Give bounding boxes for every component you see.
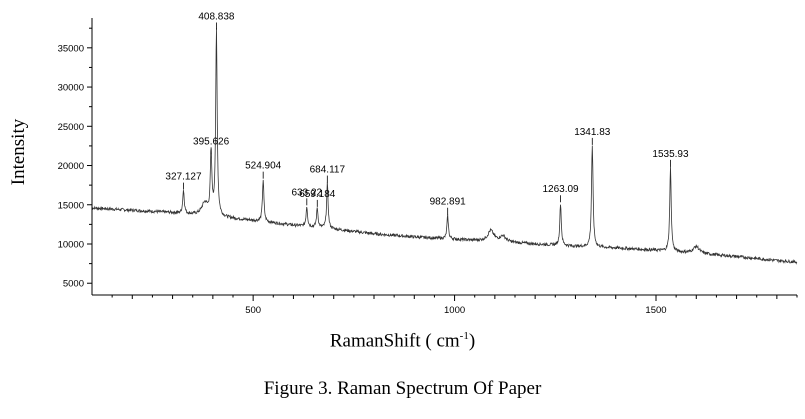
x-tick-label: 500: [245, 305, 261, 316]
y-tick-label: 30000: [58, 83, 84, 94]
peak-label: 408.838: [198, 12, 235, 23]
peak-label: 1341.83: [574, 127, 611, 138]
x-axis-title-unit-exponent: -1: [459, 330, 469, 342]
peak-label: 633.22: [292, 187, 323, 198]
y-tick-label: 20000: [58, 161, 84, 172]
peak-labels: 327.127 395.626 408.838 524.904 633.22659.18…: [165, 12, 689, 215]
x-tick-label: 1000: [444, 305, 465, 316]
peak-label: 659.184: [299, 189, 336, 200]
y-tick-label: 25000: [58, 122, 84, 133]
plot-area: [91, 28, 798, 265]
y-axis-title: Intensity: [8, 118, 29, 185]
x-tick-label: 1500: [645, 305, 666, 316]
x-axis-title: RamanShift ( cm-1): [0, 330, 805, 352]
peak-label: 1535.93: [652, 149, 689, 160]
y-tick-label: 10000: [58, 239, 84, 250]
figure-caption: Figure 3. Raman Spectrum Of Paper: [263, 378, 542, 399]
peak-label: 395.626: [193, 136, 230, 147]
peak-label: 684.117: [310, 165, 346, 176]
y-tick-label: 35000: [58, 43, 84, 54]
peak-label: 327.127: [165, 172, 202, 183]
y-tick-label: 15000: [58, 200, 84, 211]
peak-label: 1263.09: [542, 184, 579, 195]
x-axis-title-suffix: ): [468, 330, 476, 352]
axes: 5000 10000 15000 20000 25000 30000 35000 500 100…: [58, 18, 798, 316]
peak-label: 524.904: [245, 161, 282, 172]
x-axis-title-prefix: RamanShift ( cm: [329, 330, 460, 352]
peak-label: 982.891: [430, 197, 467, 208]
spectrum-line: [91, 28, 798, 265]
y-tick-label: 5000: [63, 279, 84, 290]
